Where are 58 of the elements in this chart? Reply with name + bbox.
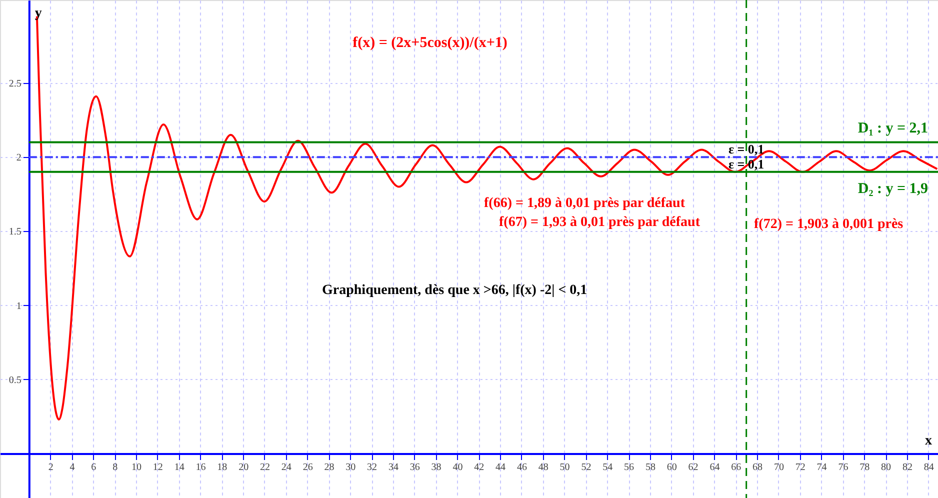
x-tick-label: 16: [196, 462, 206, 474]
x-tick-label: 46: [516, 462, 527, 474]
x-tick-label: 52: [581, 462, 592, 474]
ref-line-label: D₁ : y = 2,1: [858, 120, 928, 136]
x-tick-label: 74: [816, 462, 827, 474]
x-tick-label: 68: [752, 462, 763, 474]
x-tick-label: 24: [281, 462, 292, 474]
x-tick-label: 44: [496, 462, 506, 474]
x-tick-label: 4: [70, 462, 75, 474]
annotation: f(67) = 1,93 à 0,01 près par défaut: [499, 215, 700, 230]
x-tick-label: 64: [710, 462, 720, 474]
x-axis-title: x: [925, 434, 932, 449]
x-tick-label: 2: [48, 462, 54, 474]
annotation: Graphiquement, dès que x >66, |f(x) -2| < 0,1: [322, 283, 588, 298]
x-tick-label: 58: [645, 462, 656, 474]
annotation: ε = 0,1: [728, 142, 764, 157]
x-tick-label: 60: [666, 462, 677, 474]
x-tick-label: 34: [388, 462, 398, 474]
ref-line-label: D₂ : y = 1,9: [858, 180, 928, 197]
x-tick-label: 32: [367, 462, 378, 474]
x-tick-label: 56: [624, 462, 634, 474]
x-tick-label: 10: [131, 462, 142, 474]
annotation: f(66) = 1,89 à 0,01 près par défaut: [484, 196, 686, 211]
x-tick-label: 40: [452, 462, 463, 474]
y-tick-label: 2.5: [8, 78, 22, 90]
x-tick-label: 20: [238, 462, 249, 474]
y-tick-label: 1: [16, 300, 22, 312]
x-tick-label: 38: [431, 462, 442, 474]
x-tick-label: 76: [838, 462, 848, 474]
x-tick-label: 28: [324, 462, 334, 474]
annotation: ε = 0,1: [728, 156, 764, 172]
x-tick-label: 78: [860, 462, 870, 474]
x-tick-label: 30: [346, 462, 356, 474]
y-axis-title: y: [34, 6, 42, 21]
x-tick-label: 14: [174, 462, 184, 474]
x-tick-label: 84: [924, 462, 934, 474]
y-tick-label: 0.5: [8, 374, 22, 386]
x-tick-label: 80: [881, 462, 892, 474]
x-tick-label: 8: [112, 462, 118, 474]
y-tick-label: 1.5: [8, 226, 22, 238]
x-tick-label: 42: [474, 462, 484, 474]
y-tick-label: 2: [16, 152, 22, 164]
x-tick-label: 26: [302, 462, 313, 474]
x-tick-label: 12: [152, 462, 163, 474]
x-tick-label: 70: [774, 462, 784, 474]
x-tick-label: 82: [902, 462, 912, 474]
x-tick-label: 48: [538, 462, 548, 474]
x-tick-label: 66: [731, 462, 742, 474]
x-tick-label: 50: [560, 462, 570, 474]
x-tick-label: 18: [217, 462, 228, 474]
annotation: f(72) = 1,903 à 0,001 près: [754, 217, 904, 232]
x-tick-label: 36: [410, 462, 420, 474]
x-tick-label: 72: [795, 462, 806, 474]
x-tick-label: 62: [688, 462, 698, 474]
x-tick-label: 54: [602, 462, 613, 474]
text: f(x) = (2x+5cos(x))/(x+1): [352, 35, 508, 51]
x-tick-label: 6: [91, 462, 96, 474]
x-tick-label: 22: [260, 462, 270, 474]
